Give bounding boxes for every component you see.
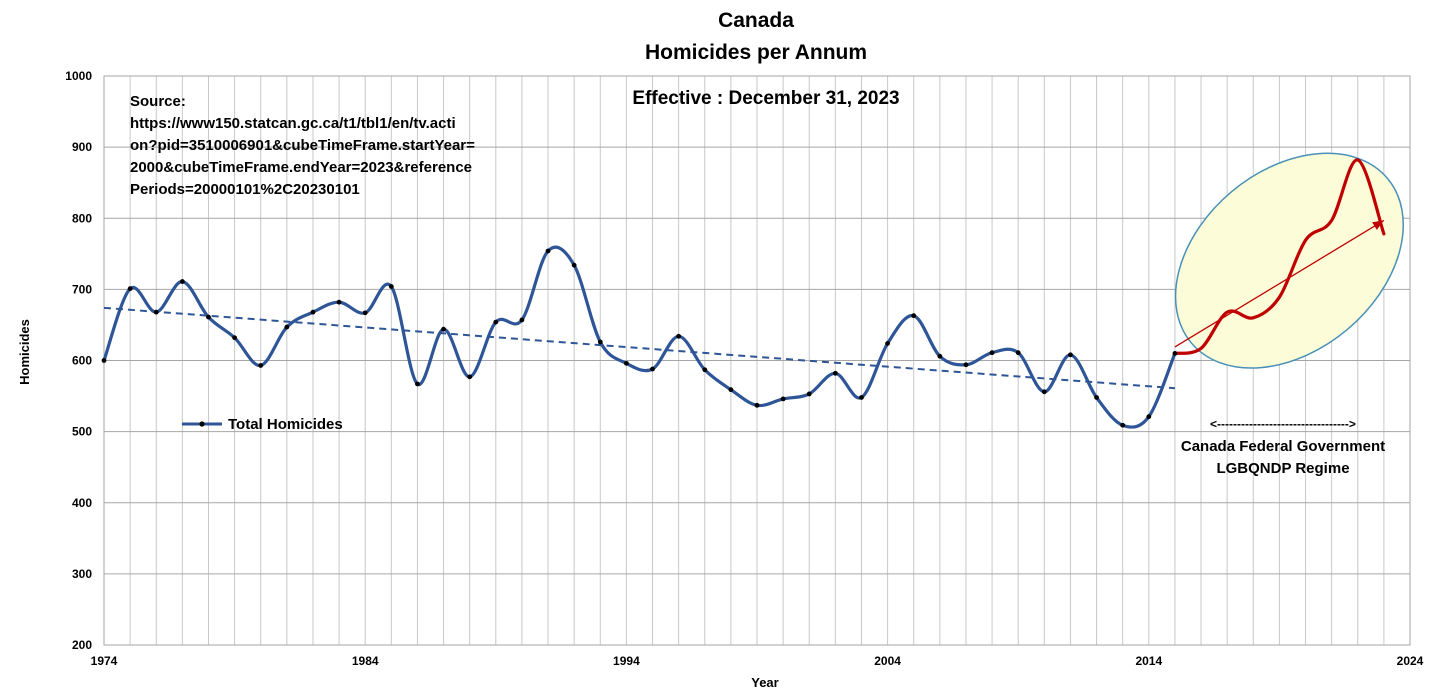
data-point bbox=[989, 350, 995, 356]
source-note: Source: https://www150.statcan.gc.ca/t1/… bbox=[130, 93, 475, 198]
regime-trend-arrow bbox=[1174, 219, 1385, 348]
source-line: https://www150.statcan.gc.ca/t1/tbl1/en/… bbox=[130, 115, 456, 132]
source-line: Periods=20000101%2C20230101 bbox=[130, 181, 360, 198]
x-tick-label: 1994 bbox=[613, 654, 640, 668]
x-tick-label: 2004 bbox=[874, 654, 901, 668]
x-tick-label: 1974 bbox=[91, 654, 118, 668]
legend: Total Homicides bbox=[182, 416, 343, 433]
source-line: Source: bbox=[130, 93, 186, 110]
data-point bbox=[676, 333, 682, 339]
data-point bbox=[1068, 352, 1073, 358]
data-point bbox=[1120, 422, 1126, 428]
y-tick-label: 300 bbox=[72, 567, 92, 581]
data-point bbox=[127, 286, 133, 292]
data-point bbox=[441, 326, 446, 332]
trend-line bbox=[103, 306, 1175, 390]
regime-label-line-2: LGBQNDP Regime bbox=[1216, 460, 1349, 477]
data-point bbox=[624, 360, 629, 366]
data-point bbox=[467, 374, 473, 380]
x-tick-label: 1984 bbox=[352, 654, 379, 668]
y-tick-label: 600 bbox=[72, 354, 92, 368]
data-point bbox=[415, 381, 420, 387]
data-point bbox=[832, 370, 838, 376]
data-point bbox=[206, 314, 211, 320]
data-point bbox=[1015, 350, 1021, 356]
data-point bbox=[493, 319, 499, 325]
data-point bbox=[232, 335, 238, 341]
data-point bbox=[754, 402, 760, 408]
data-point bbox=[336, 299, 342, 305]
y-tick-label: 500 bbox=[72, 425, 92, 439]
data-point bbox=[728, 387, 734, 393]
y-axis-label: Homicides bbox=[17, 319, 32, 385]
data-point bbox=[780, 396, 786, 402]
regime-span-arrow: <---------------------------------> bbox=[1210, 417, 1356, 431]
y-tick-label: 700 bbox=[72, 282, 92, 296]
data-point bbox=[937, 353, 943, 359]
regime-highlight-ellipse bbox=[1174, 152, 1404, 369]
data-point bbox=[1172, 350, 1178, 356]
data-point bbox=[702, 367, 708, 373]
data-point bbox=[310, 309, 316, 315]
y-tick-label: 400 bbox=[72, 496, 92, 510]
x-tick-label: 2024 bbox=[1397, 654, 1424, 668]
data-point bbox=[388, 284, 394, 289]
trend-line-dashed bbox=[103, 306, 1175, 390]
data-point bbox=[963, 362, 969, 368]
data-point bbox=[885, 341, 890, 346]
x-tick-label: 2014 bbox=[1135, 654, 1162, 668]
data-point bbox=[1094, 395, 1099, 400]
data-point bbox=[597, 339, 603, 345]
gridlines bbox=[103, 75, 1411, 646]
series-points bbox=[101, 219, 1385, 428]
legend-marker bbox=[199, 421, 205, 427]
source-line: on?pid=3510006901&cubeTimeFrame.startYea… bbox=[130, 137, 475, 154]
data-point bbox=[101, 358, 107, 363]
axis-ticks: 200 300 400 500 600 700 800 900 1000 1974 1984 1994… bbox=[65, 69, 1423, 668]
y-tick-label: 900 bbox=[72, 140, 92, 154]
data-point bbox=[153, 309, 159, 315]
data-point bbox=[1146, 414, 1152, 420]
data-point bbox=[859, 395, 864, 400]
data-point bbox=[519, 317, 525, 323]
x-axis-label: Year bbox=[751, 675, 778, 690]
data-point bbox=[650, 366, 655, 372]
data-point bbox=[284, 324, 290, 330]
regime-label-line-1: Canada Federal Government bbox=[1181, 438, 1385, 455]
data-point bbox=[258, 363, 264, 368]
y-tick-label: 800 bbox=[72, 211, 92, 225]
regime-trend-arrowhead bbox=[1372, 220, 1384, 230]
y-tick-label: 1000 bbox=[65, 69, 92, 83]
data-point bbox=[911, 313, 917, 319]
regime-period-line bbox=[1173, 158, 1386, 355]
y-tick-label: 200 bbox=[72, 638, 92, 652]
data-point bbox=[362, 310, 368, 316]
data-point bbox=[545, 248, 551, 254]
total-homicides-line bbox=[102, 245, 1177, 429]
regime-highlight bbox=[1174, 152, 1404, 369]
source-line: 2000&cubeTimeFrame.endYear=2023&referenc… bbox=[130, 159, 472, 176]
chart-subtitle: Homicides per Annum bbox=[645, 41, 867, 64]
effective-date-note: Effective : December 31, 2023 bbox=[632, 88, 899, 109]
legend-label: Total Homicides bbox=[228, 416, 343, 433]
data-point bbox=[571, 262, 577, 268]
data-point bbox=[806, 391, 812, 397]
data-point bbox=[179, 279, 185, 284]
data-point bbox=[1041, 389, 1047, 395]
chart-title: Canada bbox=[718, 9, 794, 32]
